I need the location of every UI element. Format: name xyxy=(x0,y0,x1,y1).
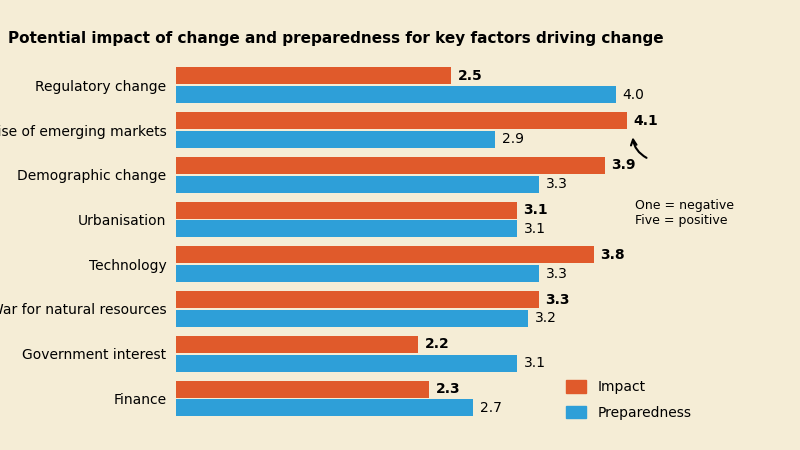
Text: Potential impact of change and preparedness for key factors driving change: Potential impact of change and preparedn… xyxy=(8,32,664,46)
Text: 3.9: 3.9 xyxy=(612,158,636,172)
Bar xyxy=(176,310,528,327)
Bar xyxy=(176,336,418,353)
Bar xyxy=(176,291,539,308)
Bar xyxy=(176,265,539,282)
Text: 2.2: 2.2 xyxy=(425,338,450,351)
Bar xyxy=(176,246,594,263)
Text: 2.3: 2.3 xyxy=(435,382,460,396)
Text: 3.3: 3.3 xyxy=(546,292,570,306)
Text: 4.1: 4.1 xyxy=(634,114,658,128)
Bar xyxy=(176,220,517,238)
Bar xyxy=(176,399,473,416)
Bar xyxy=(176,157,605,174)
Bar xyxy=(176,131,495,148)
Text: 3.2: 3.2 xyxy=(534,311,557,325)
Bar xyxy=(176,355,517,372)
Text: 4.0: 4.0 xyxy=(622,88,645,102)
Legend: Impact, Preparedness: Impact, Preparedness xyxy=(560,375,697,425)
Text: 2.5: 2.5 xyxy=(458,69,482,83)
Text: 3.1: 3.1 xyxy=(524,203,548,217)
Text: 3.1: 3.1 xyxy=(524,222,546,236)
Text: 3.3: 3.3 xyxy=(546,267,567,281)
Text: 3.8: 3.8 xyxy=(601,248,626,262)
Text: 3.1: 3.1 xyxy=(524,356,546,370)
Bar xyxy=(176,381,429,397)
Text: One = negative
Five = positive: One = negative Five = positive xyxy=(635,199,734,227)
Bar xyxy=(176,68,451,85)
Text: 3.3: 3.3 xyxy=(546,177,567,191)
Bar xyxy=(176,86,616,103)
Text: 2.7: 2.7 xyxy=(480,401,502,415)
Bar xyxy=(176,176,539,193)
Bar xyxy=(176,202,517,219)
Bar xyxy=(176,112,627,129)
Text: 2.9: 2.9 xyxy=(502,132,524,146)
